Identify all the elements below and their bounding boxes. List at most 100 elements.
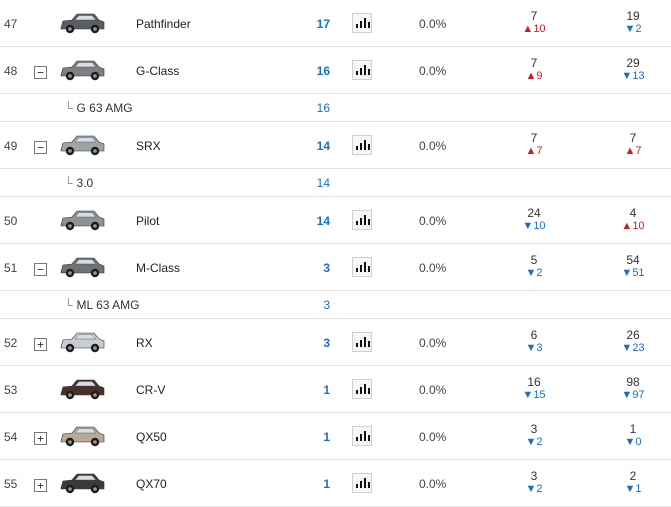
bar-chart-icon[interactable] [352, 379, 372, 399]
table-row[interactable]: 50 Pilot 14 0.0% 24 ▼10 4 ▲10 [0, 197, 671, 244]
period-rank: 24 [527, 206, 541, 220]
rank-change-value: 10 [533, 220, 546, 232]
period-rank: 3 [530, 422, 538, 436]
rank-change-value: 2 [536, 483, 543, 495]
expand-toggle[interactable]: + [34, 432, 47, 445]
rank-change-value: 7 [536, 145, 543, 157]
bar-chart-icon[interactable] [352, 210, 372, 230]
rank-down: ▼15 [514, 389, 554, 402]
triangle-down-icon: ▼ [621, 389, 633, 401]
model-name[interactable]: CR-V [136, 383, 166, 397]
rank-down: ▼13 [613, 70, 653, 83]
triangle-down-icon: ▼ [522, 389, 534, 401]
table-row[interactable]: 52 + RX 3 0.0% 6 ▼3 26 ▼23 [0, 319, 671, 366]
trim-name: └ ML 63 AMG [64, 298, 139, 312]
rank-change-cell: 54 ▼51 [613, 254, 653, 280]
car-thumbnail [60, 135, 105, 156]
car-thumbnail [60, 13, 105, 34]
model-name[interactable]: M-Class [136, 261, 180, 275]
model-name[interactable]: QX70 [136, 477, 167, 491]
car-thumbnail [60, 379, 105, 400]
model-count: 17 [316, 17, 330, 31]
table-row[interactable]: 51− M-Class 3 0.0% 5 ▼2 54 ▼51 [0, 244, 671, 291]
table-subrow[interactable]: └ G 63 AMG 16 [0, 94, 671, 122]
rank-down: ▼2 [514, 267, 554, 280]
collapse-toggle[interactable]: − [34, 263, 47, 276]
rank-change-value: 51 [632, 267, 645, 279]
rank-change-cell: 3 ▼2 [514, 423, 554, 449]
triangle-down-icon: ▼ [522, 220, 534, 232]
market-share: 0.0% [419, 336, 447, 350]
trim-name: └ G 63 AMG [64, 101, 133, 115]
model-name[interactable]: SRX [136, 139, 161, 153]
table-row[interactable]: 53 CR-V 1 0.0% 16 ▼15 98 ▼97 [0, 366, 671, 413]
rank-up: ▲10 [613, 220, 653, 233]
expand-toggle[interactable]: + [34, 479, 47, 492]
model-name[interactable]: Pathfinder [136, 17, 191, 31]
market-share: 0.0% [419, 477, 447, 491]
rank-number: 50 [4, 214, 18, 228]
model-name[interactable]: G-Class [136, 64, 180, 78]
rank-change-cell: 5 ▼2 [514, 254, 554, 280]
rank-down: ▼2 [613, 23, 653, 36]
trim-name: └ 3.0 [64, 176, 93, 190]
table-row[interactable]: 47 Pathfinder 17 0.0% 7 ▲10 19 ▼2 [0, 0, 671, 47]
rank-number: 52 [4, 336, 18, 350]
triangle-down-icon: ▼ [624, 483, 636, 495]
triangle-down-icon: ▼ [621, 342, 633, 354]
bar-chart-icon[interactable] [352, 135, 372, 155]
triangle-down-icon: ▼ [525, 342, 537, 354]
model-name[interactable]: Pilot [136, 214, 160, 228]
rank-down: ▼2 [514, 436, 554, 449]
model-name[interactable]: RX [136, 336, 153, 350]
car-thumbnail [60, 60, 105, 81]
table-row[interactable]: 54 + QX50 1 0.0% 3 ▼2 1 ▼0 [0, 413, 671, 460]
tree-branch-icon: └ [64, 176, 73, 190]
period-rank: 3 [530, 469, 538, 483]
table-subrow[interactable]: └ ML 63 AMG 3 [0, 291, 671, 319]
period-rank: 7 [530, 9, 538, 23]
table-row[interactable]: 49− SRX 14 0.0% 7 ▲7 7 ▲7 [0, 122, 671, 169]
period-rank: 16 [527, 375, 541, 389]
model-count: 3 [323, 261, 330, 275]
model-count: 14 [316, 139, 330, 153]
collapse-toggle[interactable]: − [34, 141, 47, 154]
bar-chart-icon[interactable] [352, 426, 372, 446]
expand-toggle[interactable]: + [34, 338, 47, 351]
model-count: 1 [323, 430, 330, 444]
rank-change-value: 9 [536, 70, 543, 82]
model-name[interactable]: QX50 [136, 430, 167, 444]
market-share: 0.0% [419, 383, 447, 397]
table-row[interactable]: 48 − G-Class 16 0.0% 7 ▲9 29 ▼13 [0, 47, 671, 94]
bar-chart-icon[interactable] [352, 332, 372, 352]
trim-count: 14 [316, 176, 330, 190]
bar-chart-icon[interactable] [352, 60, 372, 80]
rank-change-cell: 6 ▼3 [514, 329, 554, 355]
triangle-up-icon: ▲ [624, 145, 636, 157]
bar-chart-icon[interactable] [352, 257, 372, 277]
rank-change-value: 0 [635, 436, 642, 448]
period-rank: 4 [629, 206, 637, 220]
car-thumbnail [60, 257, 105, 278]
bar-chart-icon[interactable] [352, 473, 372, 493]
trim-label: ML 63 AMG [76, 298, 140, 312]
bar-chart-icon[interactable] [352, 13, 372, 33]
rank-change-cell: 29 ▼13 [613, 57, 653, 83]
model-count: 16 [316, 64, 330, 78]
table-subrow[interactable]: └ 3.0 14 [0, 169, 671, 197]
table-row[interactable]: 55 + QX70 1 0.0% 3 ▼2 2 ▼1 [0, 460, 671, 507]
rank-up: ▲9 [514, 70, 554, 83]
collapse-toggle[interactable]: − [34, 66, 47, 79]
rank-number: 54 [4, 430, 18, 444]
triangle-down-icon: ▼ [621, 70, 633, 82]
rank-change-value: 97 [632, 389, 645, 401]
rank-number: 51 [4, 261, 18, 275]
rank-up: ▲7 [514, 145, 554, 158]
rank-down: ▼1 [613, 483, 653, 496]
rank-up: ▲10 [514, 23, 554, 36]
rank-change-cell: 26 ▼23 [613, 329, 653, 355]
rank-change-value: 13 [632, 70, 645, 82]
rank-change-cell: 7 ▲7 [514, 132, 554, 158]
rank-down: ▼10 [514, 220, 554, 233]
